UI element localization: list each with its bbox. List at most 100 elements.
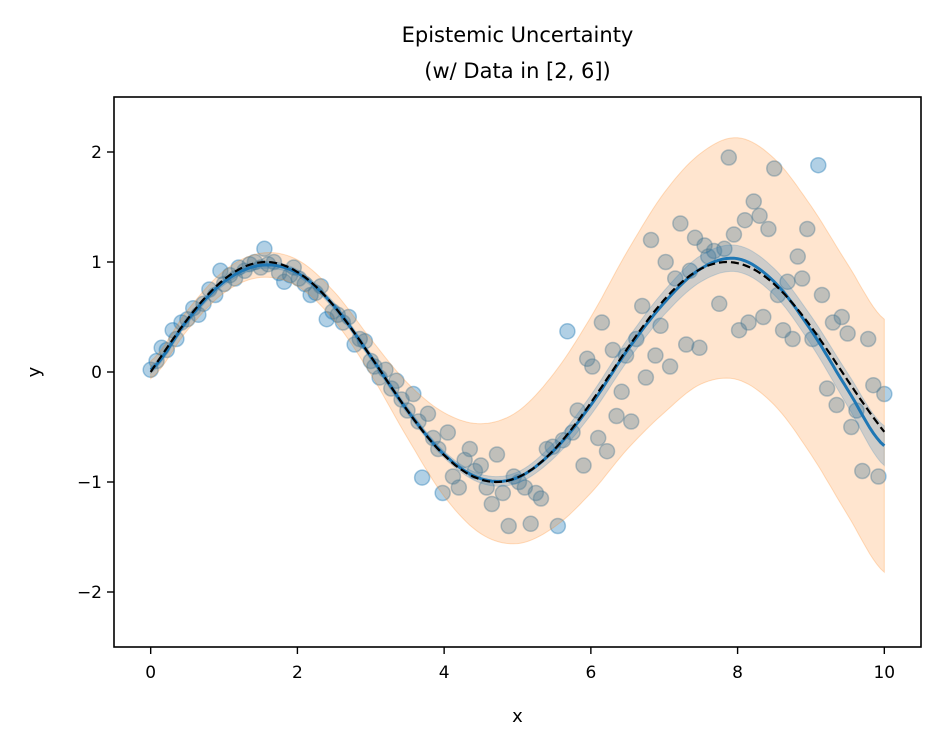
data-point: [584, 358, 601, 375]
total-uncertainty-band: [150, 137, 885, 574]
x-axis-label: x: [512, 706, 523, 727]
data-point: [633, 297, 651, 315]
data-point: [413, 469, 431, 486]
data-point: [720, 149, 738, 166]
x-tick-label: 10: [873, 663, 895, 683]
x-tick-label: 6: [585, 663, 596, 683]
data-point: [779, 273, 796, 291]
data-point: [859, 330, 877, 348]
data-point: [666, 270, 684, 287]
data-point: [362, 352, 380, 370]
data-point: [760, 220, 777, 238]
data-point: [608, 407, 625, 425]
x-tick-label: 2: [292, 663, 303, 683]
data-point: [472, 457, 490, 474]
data-point: [843, 418, 860, 436]
y-tick-label: −1: [77, 473, 102, 493]
data-point: [302, 286, 319, 304]
data-point: [388, 372, 405, 390]
chart-title-line-1: Epistemic Uncertainty: [402, 23, 634, 47]
data-point: [799, 220, 816, 238]
data-point: [730, 321, 748, 339]
data-point: [813, 286, 831, 304]
data-point: [318, 310, 336, 328]
data-point: [549, 517, 567, 535]
data-point: [870, 468, 887, 485]
data-point: [766, 160, 783, 177]
plot-area: [142, 137, 893, 574]
data-point: [184, 299, 202, 317]
data-point: [366, 358, 383, 375]
data-point: [439, 424, 457, 441]
data-point: [622, 413, 640, 430]
data-point: [488, 446, 506, 463]
data-point: [494, 484, 512, 502]
data-point: [657, 253, 674, 271]
data-point: [672, 215, 689, 232]
x-axis: 0 2 4 6 8 10: [145, 647, 895, 683]
data-point: [456, 451, 473, 469]
data-point: [810, 156, 827, 174]
y-axis-label: y: [24, 366, 45, 377]
data-point: [736, 211, 754, 229]
data-point: [500, 517, 517, 535]
data-point: [784, 330, 801, 348]
data-point: [256, 240, 273, 258]
data-point: [527, 484, 545, 502]
data-point: [876, 385, 893, 403]
x-tick-label: 4: [439, 663, 450, 683]
data-point: [751, 207, 768, 225]
data-point: [329, 306, 347, 324]
data-point: [833, 308, 851, 326]
data-point: [637, 369, 655, 386]
data-point: [839, 325, 856, 342]
data-point: [828, 396, 845, 414]
data-point: [793, 270, 811, 287]
data-point: [642, 231, 660, 249]
data-point: [677, 336, 695, 353]
data-point: [450, 479, 468, 496]
data-point: [740, 314, 757, 331]
data-point: [544, 438, 561, 456]
data-point: [575, 457, 592, 474]
data-point: [405, 385, 422, 403]
data-point: [275, 273, 293, 291]
data-point: [865, 376, 882, 394]
data-point: [661, 358, 679, 375]
data-point: [716, 240, 733, 258]
data-point: [559, 323, 576, 340]
data-point: [652, 317, 669, 335]
data-point: [711, 295, 728, 313]
y-tick-label: 0: [91, 363, 102, 383]
data-point: [578, 350, 596, 368]
data-point: [613, 383, 630, 401]
data-point: [691, 339, 708, 357]
data-point: [604, 341, 622, 359]
data-point: [725, 226, 743, 243]
data-point: [705, 242, 723, 260]
y-axis: −2 −1 0 1 2: [77, 143, 114, 603]
data-point: [516, 479, 534, 496]
data-point: [774, 321, 792, 339]
data-point: [444, 468, 462, 485]
data-point: [461, 440, 479, 458]
data-point: [745, 193, 762, 210]
data-point: [755, 308, 772, 326]
data-point: [424, 429, 442, 447]
data-point: [686, 229, 704, 247]
data-point: [647, 347, 664, 364]
data-point: [696, 237, 713, 254]
data-point: [522, 515, 539, 533]
y-tick-label: −2: [77, 583, 102, 603]
data-point: [483, 495, 501, 513]
data-point: [818, 380, 836, 397]
data-point: [419, 405, 437, 423]
data-point: [789, 248, 806, 265]
x-tick-label: 8: [732, 663, 743, 683]
data-point: [854, 462, 871, 480]
data-point: [598, 442, 616, 460]
y-tick-label: 2: [91, 143, 102, 163]
data-point: [589, 429, 607, 447]
data-point: [824, 314, 842, 331]
